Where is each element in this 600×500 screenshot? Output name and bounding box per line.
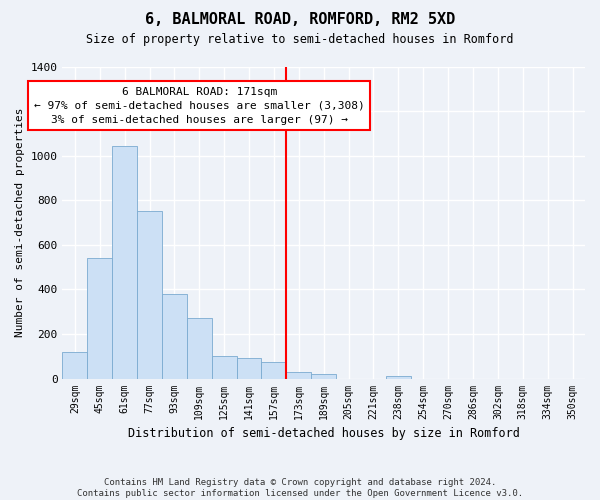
Bar <box>212 356 236 378</box>
Text: 6, BALMORAL ROAD, ROMFORD, RM2 5XD: 6, BALMORAL ROAD, ROMFORD, RM2 5XD <box>145 12 455 28</box>
Bar <box>236 358 262 378</box>
Bar <box>386 376 411 378</box>
Bar <box>286 372 311 378</box>
Bar <box>112 146 137 378</box>
Text: Size of property relative to semi-detached houses in Romford: Size of property relative to semi-detach… <box>86 32 514 46</box>
Text: 6 BALMORAL ROAD: 171sqm
← 97% of semi-detached houses are smaller (3,308)
3% of : 6 BALMORAL ROAD: 171sqm ← 97% of semi-de… <box>34 86 365 124</box>
X-axis label: Distribution of semi-detached houses by size in Romford: Distribution of semi-detached houses by … <box>128 427 520 440</box>
Bar <box>62 352 88 378</box>
Bar <box>137 212 162 378</box>
Bar <box>88 258 112 378</box>
Bar <box>311 374 336 378</box>
Y-axis label: Number of semi-detached properties: Number of semi-detached properties <box>15 108 25 338</box>
Bar <box>187 318 212 378</box>
Bar <box>162 294 187 378</box>
Bar <box>262 362 286 378</box>
Text: Contains HM Land Registry data © Crown copyright and database right 2024.
Contai: Contains HM Land Registry data © Crown c… <box>77 478 523 498</box>
